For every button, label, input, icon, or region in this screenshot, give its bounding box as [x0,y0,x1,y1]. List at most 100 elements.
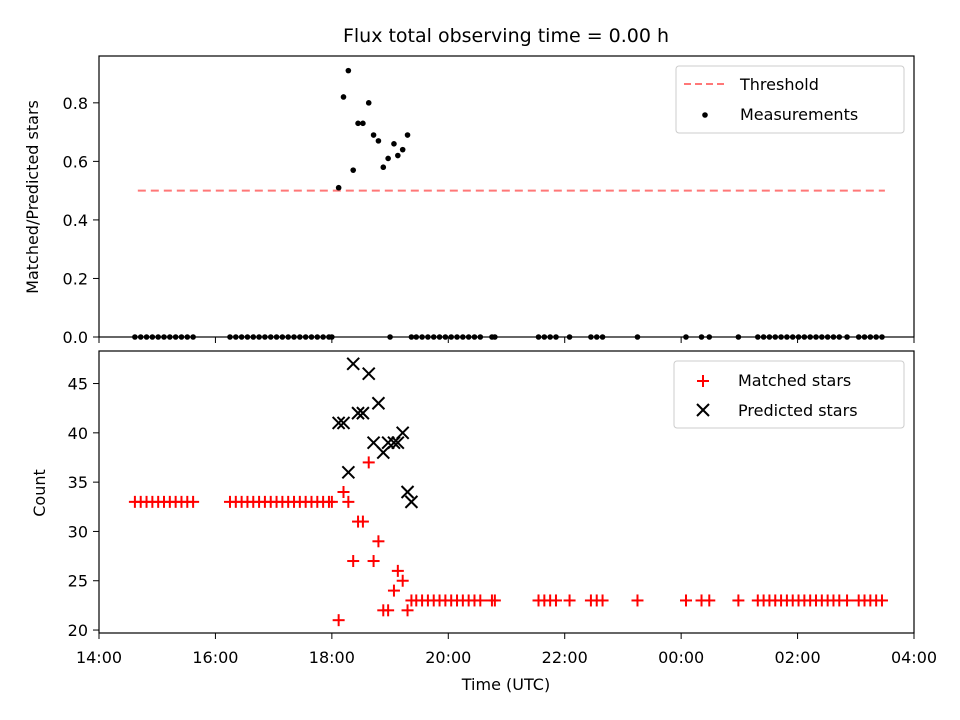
zero-measurement-point [302,334,309,340]
zero-measurement-point [819,334,825,340]
zero-measurement-point [471,334,478,340]
top-legend-box [675,65,905,134]
zero-measurement-point [824,334,831,340]
bottom-plot-frame [98,350,915,634]
measurement-point [391,141,397,147]
measurement-point [408,334,415,340]
predicted-star-point [362,366,376,381]
matched-star-point [549,594,562,607]
zero-measurement-point [698,334,705,340]
zero-measurement-point [137,334,144,340]
zero-measurement-point [706,334,713,340]
top-ytick-label: 0.6 [63,152,88,171]
x-tick-label: 14:00 [76,648,122,667]
zero-measurement-point [387,334,393,340]
zero-measurement-point [772,334,779,340]
predicted-star-point [356,406,370,420]
bottom-ytick-label: 35 [68,473,88,492]
predicted-star-point [371,396,386,410]
zero-measurement-point [477,334,484,340]
matched-star-point [703,594,716,607]
measurement-point [350,167,357,173]
zero-measurement-point [861,334,868,340]
zero-measurement-point [227,334,233,340]
top-ytick-label: 0.4 [63,211,88,230]
matched-star-point [372,535,385,548]
x-tick-label: 02:00 [775,648,821,667]
zero-measurement-point [172,334,179,340]
zero-measurement-point [807,334,813,340]
zero-measurement-point [419,334,425,340]
matched-star-point [401,604,414,617]
zero-measurement-point [442,334,449,340]
matched-star-point [596,594,609,607]
predicted-star-point [395,426,410,440]
zero-measurement-point [873,334,879,340]
zero-measurement-point [754,334,761,340]
legend-predicted-label: Predicted stars [738,401,858,420]
zero-measurement-point [492,334,498,340]
zero-measurement-point [599,334,606,340]
measurement-point [385,155,391,162]
zero-measurement-point [297,334,303,340]
measurement-point [399,146,406,153]
matched-star-point [362,456,375,469]
bottom-ytick-label: 45 [68,375,88,394]
matched-star-point [382,604,395,617]
matched-star-point [187,495,200,508]
bottom-legend-box [673,360,905,429]
zero-measurement-point [855,334,862,340]
measurement-point [404,132,411,138]
zero-measurement-point [553,334,559,340]
bottom-ytick-label: 20 [68,621,88,640]
measurement-point [370,132,377,138]
zero-measurement-point [267,334,274,340]
zero-measurement-point [566,334,573,340]
zero-measurement-point [448,334,454,340]
zero-measurement-point [593,334,600,340]
top-y-axis-label: Matched/Predicted stars [23,100,42,294]
zero-measurement-point [238,334,245,340]
bottom-marks [128,357,888,627]
zero-measurement-point [233,334,239,340]
zero-measurement-point [178,334,185,340]
zero-measurement-point [273,334,280,340]
legend-matched-swatch [697,375,709,387]
zero-measurement-point [149,334,156,340]
matched-star-point [732,594,745,607]
zero-measurement-point [634,334,641,340]
legend-measurements-swatch [702,112,708,118]
legend-measurements-label: Measurements [740,105,858,124]
zero-measurement-point [801,334,808,340]
zero-measurement-point [867,334,874,340]
x-tick-label: 22:00 [542,648,588,667]
matched-star-point [337,486,350,498]
bottom-legend: Matched stars Predicted stars [673,360,905,429]
zero-measurement-point [262,334,268,340]
x-tick-label: 18:00 [309,648,355,667]
top-y-ticks: 0.0 0.2 0.4 0.6 0.8 [63,94,99,347]
zero-measurement-point [836,334,843,340]
measurement-point [340,94,347,100]
matched-star-point [679,594,692,607]
zero-measurement-point [844,334,850,340]
zero-measurement-point [436,334,443,340]
zero-measurement-point [413,334,420,340]
zero-measurement-point [132,334,138,340]
zero-measurement-point [184,334,191,340]
matched-star-point [488,594,501,607]
measurement-point [335,184,342,191]
bottom-ytick-label: 40 [68,424,88,443]
zero-measurement-point [454,334,460,340]
zero-measurement-point [760,334,767,340]
zero-measurement-point [314,334,321,340]
zero-measurement-point [683,334,689,340]
zero-measurement-point [425,334,431,340]
zero-measurement-point [161,334,167,340]
zero-measurement-point [830,334,837,340]
zero-measurement-point [320,334,326,340]
x-tick-label: 16:00 [192,648,238,667]
measurement-point [375,138,382,144]
measurement-point [360,120,366,127]
matched-star-point [347,555,360,568]
